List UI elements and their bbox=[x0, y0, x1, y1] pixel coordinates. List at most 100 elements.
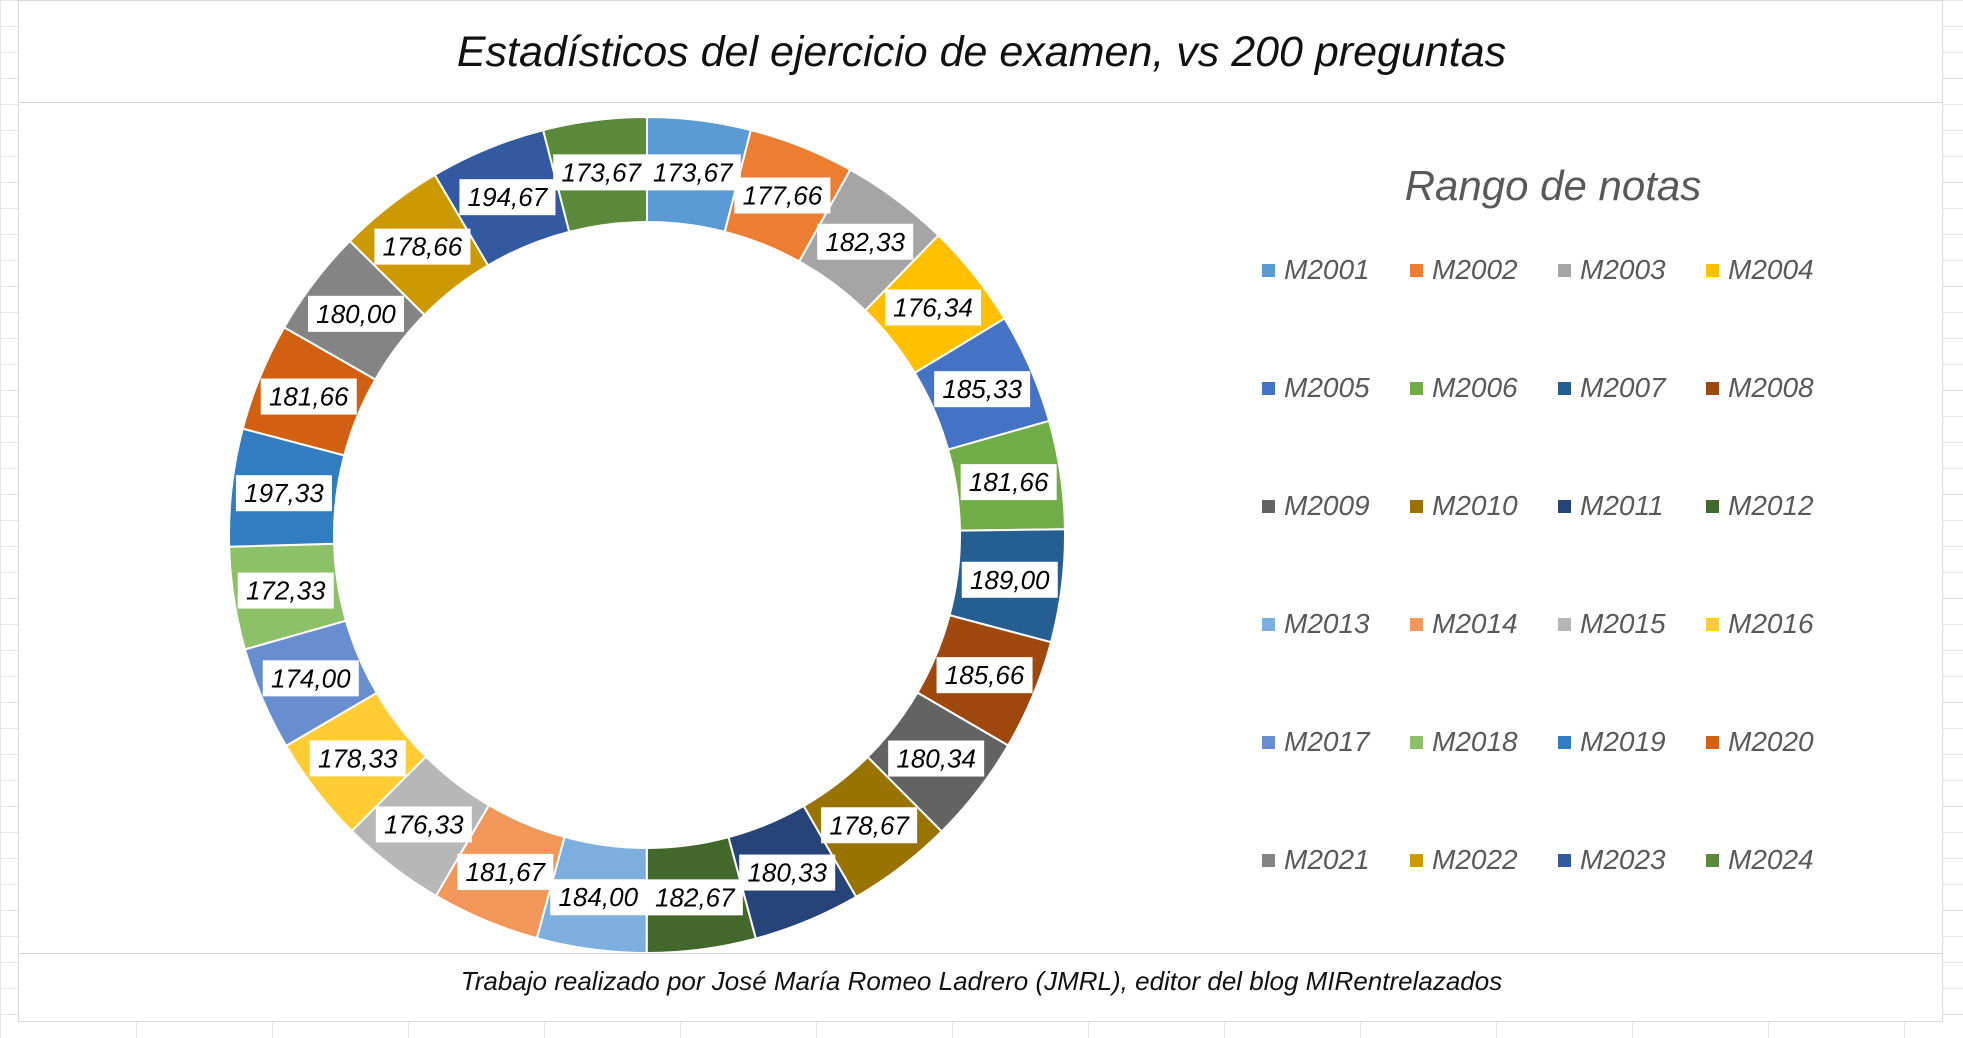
footer-credit: Trabajo realizado por José María Romeo L… bbox=[460, 966, 1503, 996]
legend-swatch bbox=[1410, 381, 1423, 395]
data-label-text: 182,67 bbox=[655, 882, 736, 912]
legend-label: M2018 bbox=[1432, 726, 1518, 757]
legend-item-m2012[interactable]: M2012 bbox=[1706, 486, 1814, 526]
legend-item-m2018[interactable]: M2018 bbox=[1410, 722, 1518, 762]
legend-label: M2024 bbox=[1728, 844, 1814, 875]
data-label-text: 182,33 bbox=[825, 227, 905, 257]
legend-swatch bbox=[1558, 381, 1571, 395]
legend-item-m2016[interactable]: M2016 bbox=[1706, 604, 1814, 644]
legend-label: M2016 bbox=[1728, 608, 1814, 639]
data-label-m2004: 176,34 bbox=[885, 289, 982, 326]
legend-item-m2020[interactable]: M2020 bbox=[1706, 722, 1814, 762]
legend-item-m2013[interactable]: M2013 bbox=[1262, 604, 1370, 644]
data-label-m2003: 182,33 bbox=[817, 223, 914, 260]
legend-label: M2001 bbox=[1284, 254, 1370, 285]
legend-label: M2002 bbox=[1432, 254, 1518, 285]
legend-swatch bbox=[1558, 499, 1571, 513]
legend-item-m2008[interactable]: M2008 bbox=[1706, 368, 1814, 408]
legend-item-m2006[interactable]: M2006 bbox=[1410, 368, 1518, 408]
legend-item-m2011[interactable]: M2011 bbox=[1558, 486, 1664, 526]
data-label-m2015: 176,33 bbox=[375, 806, 472, 843]
legend-label: M2014 bbox=[1432, 608, 1518, 639]
legend-swatch bbox=[1410, 735, 1423, 749]
legend-item-m2009[interactable]: M2009 bbox=[1262, 486, 1370, 526]
legend-swatch bbox=[1262, 853, 1275, 867]
legend-item-m2022[interactable]: M2022 bbox=[1410, 840, 1518, 880]
data-label-box bbox=[309, 740, 406, 777]
legend-item-m2001[interactable]: M2001 bbox=[1262, 250, 1370, 290]
legend-swatch bbox=[1262, 263, 1275, 277]
legend-label: M2022 bbox=[1432, 844, 1518, 875]
legend-swatch bbox=[1706, 853, 1719, 867]
legend-swatch bbox=[1706, 617, 1719, 631]
data-label-box bbox=[817, 223, 914, 260]
footer-divider bbox=[18, 953, 1943, 954]
legend-item-m2007[interactable]: M2007 bbox=[1558, 368, 1666, 408]
data-label-text: 189,00 bbox=[970, 565, 1050, 595]
data-label-m2022: 178,66 bbox=[374, 228, 471, 265]
data-label-text: 178,33 bbox=[318, 743, 398, 773]
data-label-m2020: 181,66 bbox=[260, 378, 357, 415]
data-label-m2010: 178,67 bbox=[821, 807, 918, 844]
legend-label: M2011 bbox=[1580, 490, 1664, 521]
title-divider bbox=[18, 102, 1943, 103]
legend-item-m2017[interactable]: M2017 bbox=[1262, 722, 1370, 762]
data-label-text: 181,66 bbox=[269, 382, 349, 412]
legend-swatch bbox=[1410, 617, 1423, 631]
data-label-text: 176,34 bbox=[893, 292, 973, 322]
data-label-text: 185,33 bbox=[942, 374, 1022, 404]
data-label-text: 176,33 bbox=[384, 809, 464, 839]
data-label-box bbox=[457, 853, 554, 890]
legend-swatch bbox=[1262, 381, 1275, 395]
chart-title: Estadísticos del ejercicio de examen, vs… bbox=[456, 28, 1507, 76]
data-label-m2011: 180,33 bbox=[739, 854, 836, 891]
legend-item-m2021[interactable]: M2021 bbox=[1262, 840, 1370, 880]
legend-swatch bbox=[1558, 735, 1571, 749]
data-label-m2014: 181,67 bbox=[457, 853, 554, 890]
legend-label: M2003 bbox=[1580, 254, 1666, 285]
legend-item-m2003[interactable]: M2003 bbox=[1558, 250, 1666, 290]
legend-item-m2014[interactable]: M2014 bbox=[1410, 604, 1518, 644]
legend-swatch bbox=[1558, 617, 1571, 631]
data-label-m2007: 189,00 bbox=[961, 561, 1058, 598]
legend-label: M2021 bbox=[1284, 844, 1370, 875]
data-label-text: 185,66 bbox=[945, 660, 1025, 690]
data-label-m2012: 182,67 bbox=[646, 879, 743, 916]
data-label-text: 178,66 bbox=[383, 232, 463, 262]
data-label-box bbox=[374, 228, 471, 265]
legend-swatch bbox=[1558, 853, 1571, 867]
data-label-box bbox=[308, 295, 405, 332]
data-label-text: 180,33 bbox=[747, 858, 827, 888]
legend-swatch bbox=[1410, 499, 1423, 513]
data-label-text: 172,33 bbox=[246, 576, 326, 606]
data-label-text: 174,00 bbox=[271, 663, 351, 693]
data-label-m2017: 174,00 bbox=[262, 660, 359, 697]
data-label-box bbox=[646, 879, 743, 916]
legend-item-m2005[interactable]: M2005 bbox=[1262, 368, 1370, 408]
legend-swatch bbox=[1410, 263, 1423, 277]
legend-label: M2009 bbox=[1284, 490, 1370, 521]
legend-item-m2024[interactable]: M2024 bbox=[1706, 840, 1814, 880]
data-label-box bbox=[262, 660, 359, 697]
data-label-box bbox=[553, 154, 650, 191]
data-label-text: 184,00 bbox=[559, 882, 639, 912]
legend-item-m2010[interactable]: M2010 bbox=[1410, 486, 1518, 526]
legend-item-m2023[interactable]: M2023 bbox=[1558, 840, 1666, 880]
data-label-m2008: 185,66 bbox=[936, 657, 1033, 694]
legend-item-m2002[interactable]: M2002 bbox=[1410, 250, 1518, 290]
legend-item-m2004[interactable]: M2004 bbox=[1706, 250, 1814, 290]
data-label-text: 180,00 bbox=[316, 299, 396, 329]
legend-label: M2005 bbox=[1284, 372, 1370, 403]
legend: M2001 M2002 M2003 M2004 M2005 M2006 M2007 M2008… bbox=[1262, 250, 1862, 890]
data-label-box bbox=[739, 854, 836, 891]
data-label-m2021: 180,00 bbox=[308, 295, 405, 332]
legend-swatch bbox=[1262, 499, 1275, 513]
data-label-box bbox=[888, 740, 985, 777]
data-label-box bbox=[961, 561, 1058, 598]
data-label-text: 194,67 bbox=[468, 182, 549, 212]
legend-item-m2019[interactable]: M2019 bbox=[1558, 722, 1666, 762]
data-label-text: 197,33 bbox=[244, 478, 324, 508]
legend-swatch bbox=[1410, 853, 1423, 867]
legend-item-m2015[interactable]: M2015 bbox=[1558, 604, 1666, 644]
